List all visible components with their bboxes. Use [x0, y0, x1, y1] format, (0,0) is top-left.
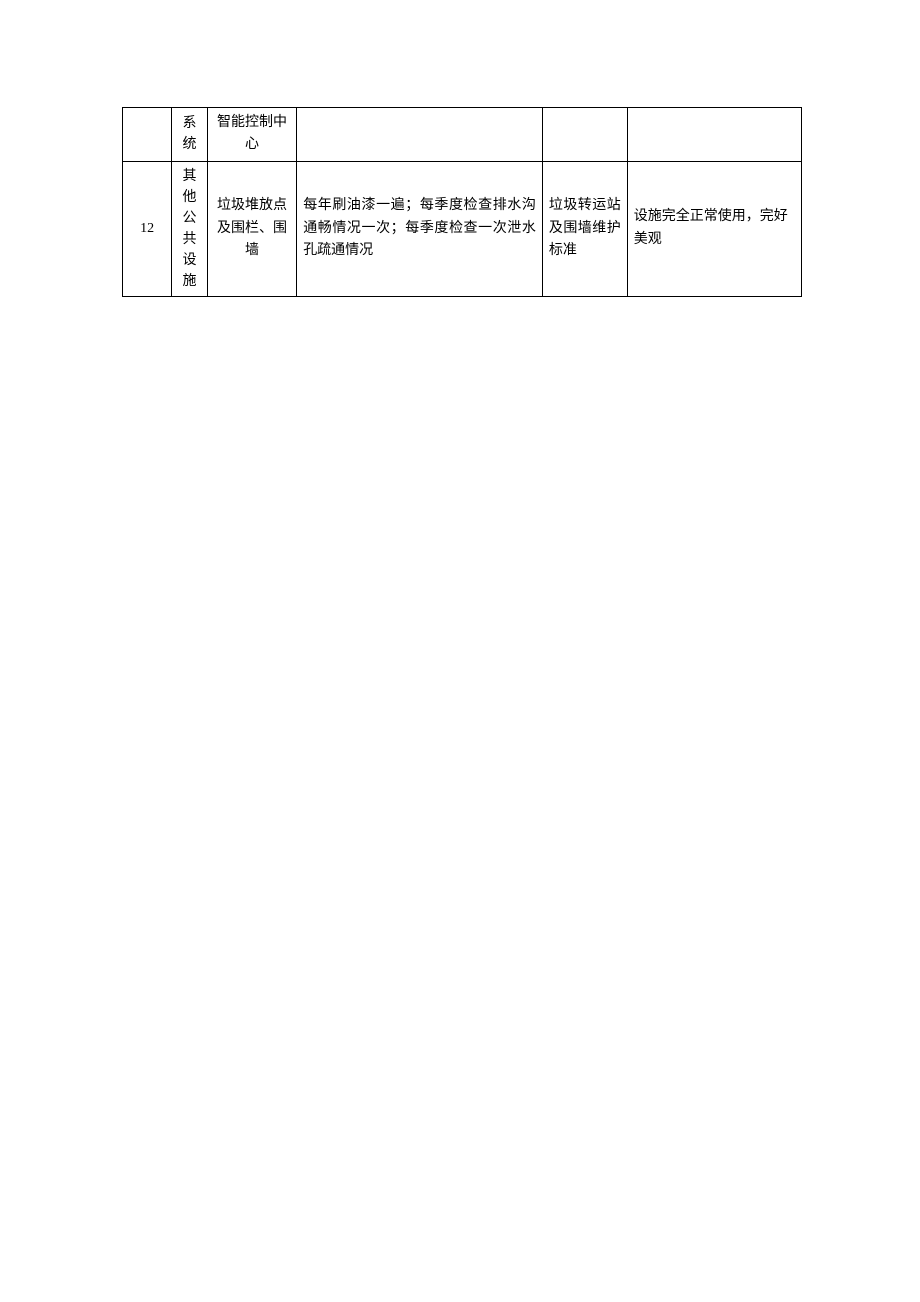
cell-item: 垃圾堆放点及围栏、围墙 — [207, 161, 296, 296]
table-row: 12 其他公共设施 垃圾堆放点及围栏、围墙 每年刷油漆一遍；每季度检查排水沟通畅… — [123, 161, 802, 296]
cell-requirement — [297, 108, 543, 162]
cell-standard-desc — [627, 108, 801, 162]
cell-category-text: 系统 — [182, 113, 196, 155]
cell-category: 其他公共设施 — [172, 161, 208, 296]
cell-standard-name: 垃圾转运站及围墙维护标准 — [542, 161, 627, 296]
maintenance-table: 系统 智能控制中心 12 其他公共设施 垃圾堆放点及围栏、围墙 每年刷油漆一遍；… — [122, 107, 802, 297]
cell-standard-desc: 设施完全正常使用，完好美观 — [627, 161, 801, 296]
table-row: 系统 智能控制中心 — [123, 108, 802, 162]
cell-requirement: 每年刷油漆一遍；每季度检查排水沟通畅情况一次；每季度检查一次泄水孔疏通情况 — [297, 161, 543, 296]
cell-index — [123, 108, 172, 162]
table-wrapper: 系统 智能控制中心 12 其他公共设施 垃圾堆放点及围栏、围墙 每年刷油漆一遍；… — [122, 107, 802, 297]
cell-standard-name — [542, 108, 627, 162]
cell-category-text: 其他公共设施 — [182, 166, 196, 292]
cell-category: 系统 — [172, 108, 208, 162]
cell-index: 12 — [123, 161, 172, 296]
cell-item: 智能控制中心 — [207, 108, 296, 162]
